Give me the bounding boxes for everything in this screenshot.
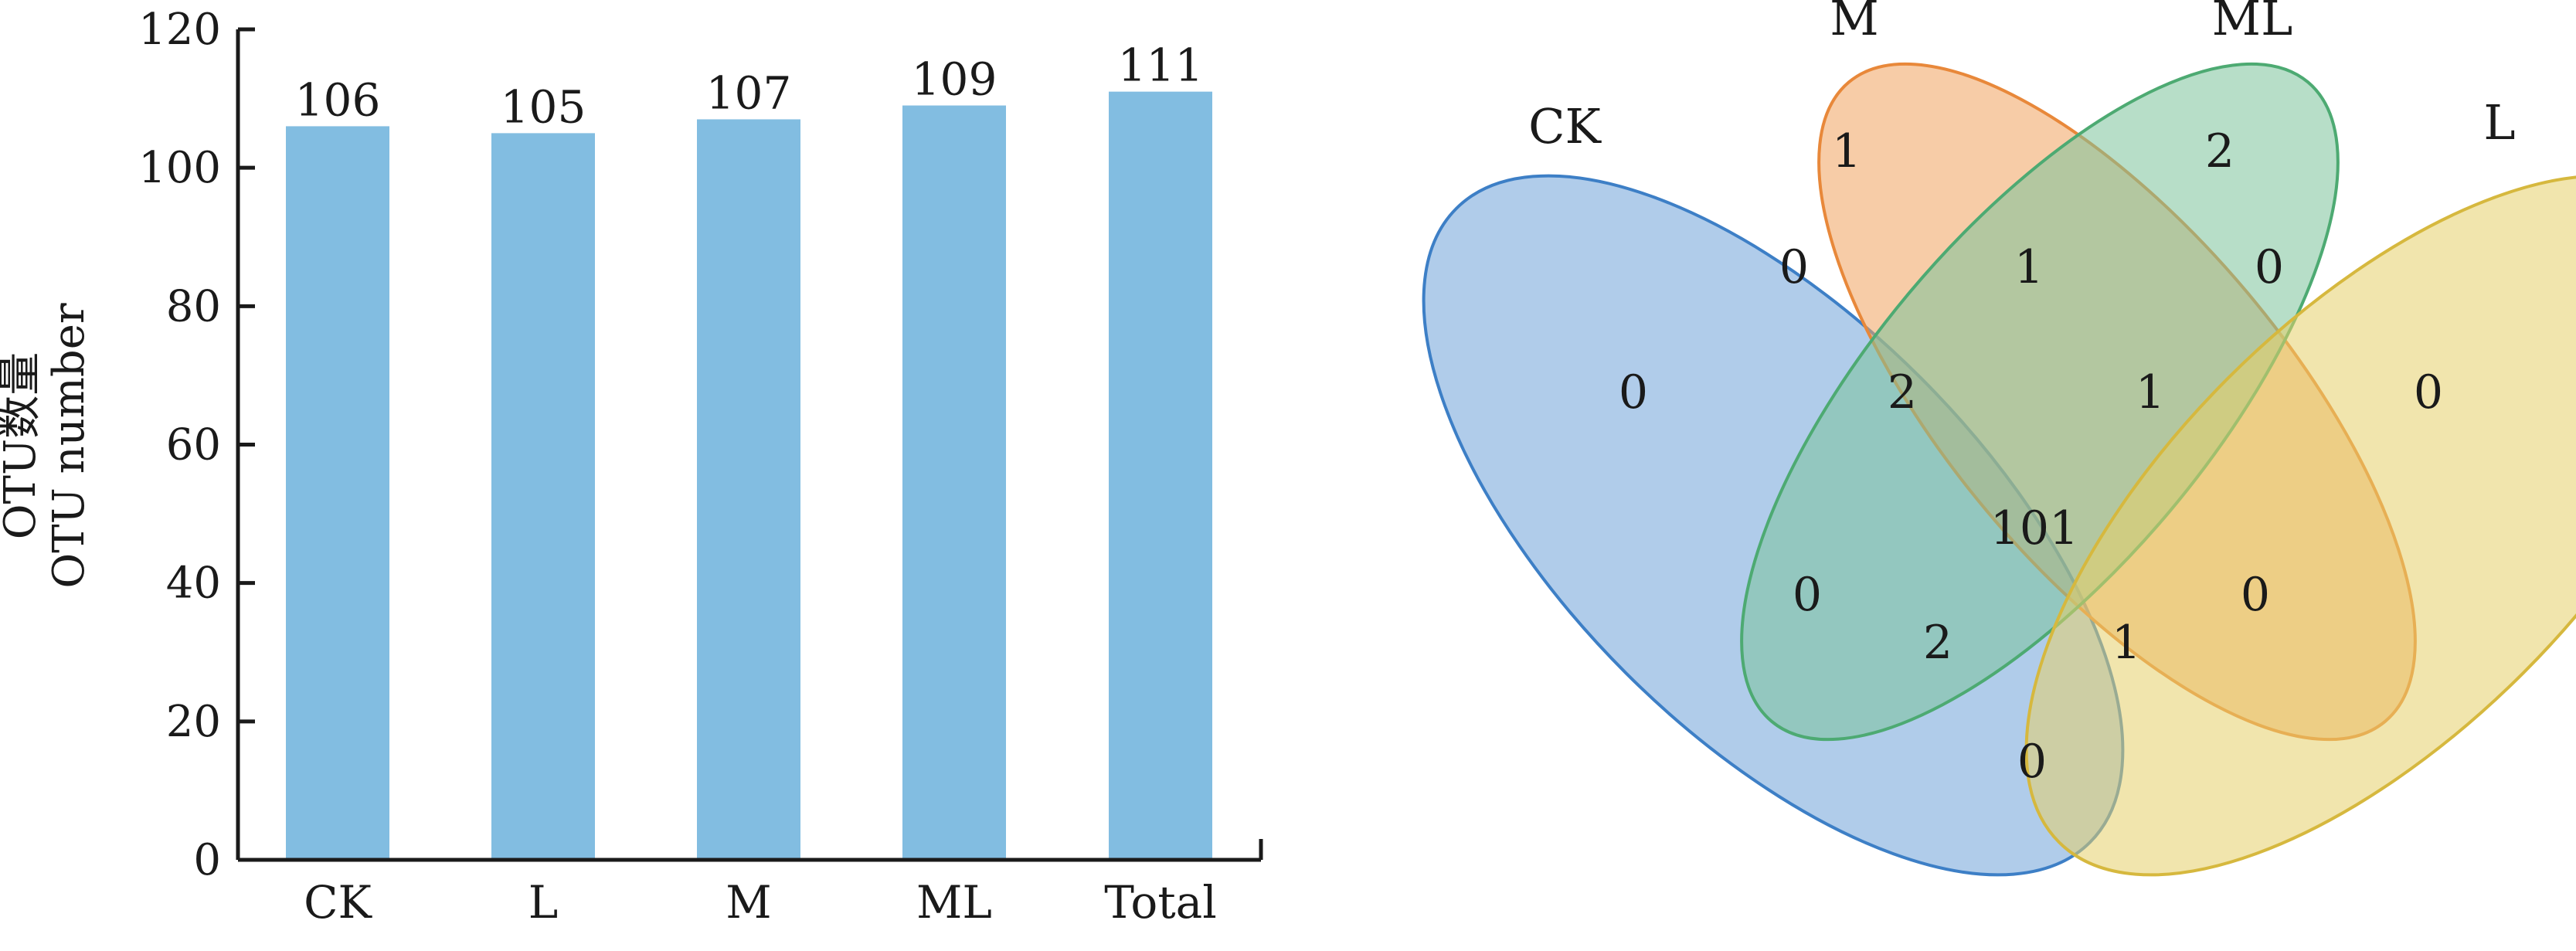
venn-set-label-l: L [2483, 94, 2515, 151]
y-tick-label-120: 120 [138, 5, 221, 55]
otu-venn-diagram: CK M ML L 0 1 2 0 0 1 0 2 1 101 0 0 2 1 … [1422, 0, 2576, 877]
venn-count-m-ml-l: 1 [2136, 365, 2165, 419]
venn-count-l-only: 0 [2414, 365, 2443, 419]
venn-count-ck-m: 0 [1779, 240, 1809, 294]
bar-l [491, 133, 595, 860]
venn-ellipse-l [2024, 174, 2576, 877]
venn-count-ck-ml-l: 2 [1923, 616, 1952, 670]
venn-count-m-l: 0 [2241, 568, 2270, 622]
x-tick-label-l: L [528, 876, 559, 929]
y-tick-label-100: 100 [138, 143, 221, 193]
venn-count-ck-m-ml: 2 [1888, 365, 1917, 419]
venn-count-ck-only: 0 [1619, 365, 1648, 419]
bar-value-label-l: 105 [501, 80, 586, 133]
y-axis-label-zh: OTU数量 [0, 352, 46, 539]
venn-count-ck-ml: 0 [1793, 568, 1822, 622]
bar-value-label-total: 111 [1118, 39, 1204, 92]
bar-value-label-ck: 106 [295, 73, 381, 126]
y-tick-label-20: 20 [166, 697, 221, 747]
venn-count-ml-only: 2 [2205, 124, 2234, 178]
venn-set-label-ml: ML [2212, 0, 2293, 46]
bar-value-label-ml: 109 [912, 53, 997, 106]
x-tick-label-m: M [726, 876, 771, 929]
venn-count-m-only: 1 [1832, 124, 1861, 178]
bar-total [1109, 91, 1212, 860]
y-axis-label-en: OTU number [44, 303, 94, 588]
y-tick-label-40: 40 [166, 559, 221, 609]
y-tick-label-80: 80 [166, 281, 221, 331]
y-tick-label-60: 60 [166, 420, 221, 470]
venn-count-ml-l: 0 [2255, 240, 2284, 294]
y-tick-label-0: 0 [193, 835, 221, 885]
otu-bar-chart: 106 105 107 109 111 0 20 40 60 80 100 120 CK L M ML To… [0, 5, 1263, 929]
bar-ck [286, 126, 389, 860]
venn-count-ck-m-l: 1 [2112, 616, 2141, 670]
x-tick-label-ml: ML [916, 876, 992, 929]
bar-ml [902, 105, 1006, 860]
x-tick-label-total: Total [1104, 876, 1217, 929]
bar-m [697, 119, 800, 861]
venn-set-label-ck: CK [1528, 98, 1602, 155]
venn-set-label-m: M [1830, 0, 1878, 46]
x-tick-label-ck: CK [304, 876, 372, 929]
venn-count-ck-l: 0 [2017, 735, 2047, 789]
venn-count-m-ml: 1 [2014, 240, 2044, 294]
bar-value-label-m: 107 [706, 66, 792, 119]
venn-count-all: 101 [1990, 501, 2079, 555]
